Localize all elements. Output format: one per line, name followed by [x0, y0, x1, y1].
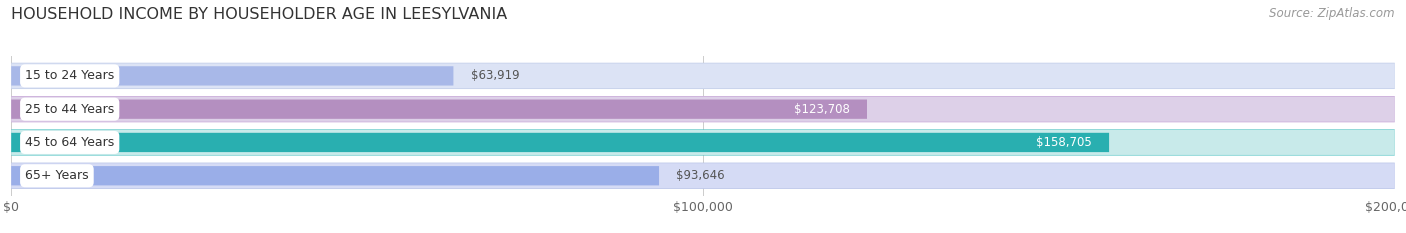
- FancyBboxPatch shape: [11, 66, 453, 86]
- FancyBboxPatch shape: [11, 97, 1395, 122]
- Text: Source: ZipAtlas.com: Source: ZipAtlas.com: [1270, 7, 1395, 20]
- Text: $63,919: $63,919: [471, 69, 519, 82]
- Text: HOUSEHOLD INCOME BY HOUSEHOLDER AGE IN LEESYLVANIA: HOUSEHOLD INCOME BY HOUSEHOLDER AGE IN L…: [11, 7, 508, 22]
- Text: $93,646: $93,646: [676, 169, 725, 182]
- FancyBboxPatch shape: [11, 96, 1395, 122]
- FancyBboxPatch shape: [11, 166, 659, 185]
- Text: 65+ Years: 65+ Years: [25, 169, 89, 182]
- Text: $158,705: $158,705: [1036, 136, 1092, 149]
- Text: 45 to 64 Years: 45 to 64 Years: [25, 136, 114, 149]
- Text: 25 to 44 Years: 25 to 44 Years: [25, 103, 114, 116]
- Text: 15 to 24 Years: 15 to 24 Years: [25, 69, 114, 82]
- FancyBboxPatch shape: [11, 99, 868, 119]
- FancyBboxPatch shape: [11, 130, 1395, 155]
- Text: $123,708: $123,708: [794, 103, 849, 116]
- FancyBboxPatch shape: [11, 163, 1395, 189]
- FancyBboxPatch shape: [11, 133, 1109, 152]
- FancyBboxPatch shape: [11, 63, 1395, 88]
- FancyBboxPatch shape: [11, 163, 1395, 188]
- FancyBboxPatch shape: [11, 63, 1395, 89]
- FancyBboxPatch shape: [11, 129, 1395, 156]
